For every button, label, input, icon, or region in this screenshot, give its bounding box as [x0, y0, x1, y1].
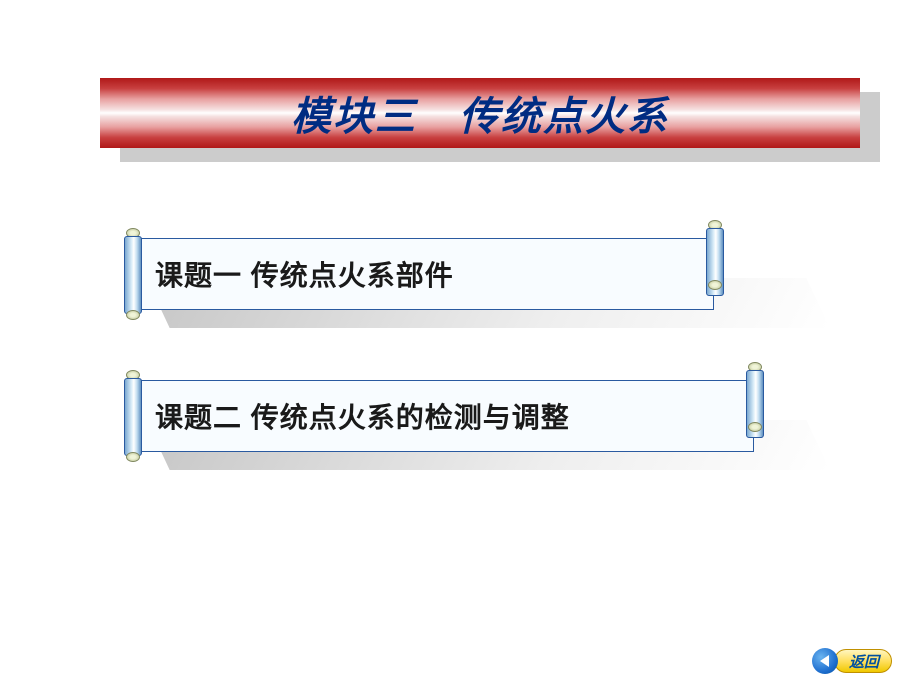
scroll-cap-right: [702, 224, 730, 304]
title-banner: 模块三 传统点火系: [100, 78, 860, 148]
topic-2-label: 课题二 传统点火系的检测与调整: [155, 396, 570, 436]
scroll-body: 课题一 传统点火系部件: [134, 238, 714, 310]
module-title: 模块三 传统点火系: [291, 84, 669, 142]
topic-link-2[interactable]: 课题二 传统点火系的检测与调整: [118, 370, 778, 460]
scroll-cap-left: [120, 370, 148, 462]
back-arrow-icon: [812, 648, 838, 674]
scroll-cap-left: [120, 228, 148, 320]
topic-link-1[interactable]: 课题一 传统点火系部件: [118, 228, 778, 318]
return-label: 返回: [834, 649, 892, 673]
scroll-body: 课题二 传统点火系的检测与调整: [134, 380, 754, 452]
return-button[interactable]: 返回: [812, 646, 898, 676]
topic-1-label: 课题一 传统点火系部件: [155, 254, 454, 294]
scroll-cap-right: [742, 366, 770, 446]
